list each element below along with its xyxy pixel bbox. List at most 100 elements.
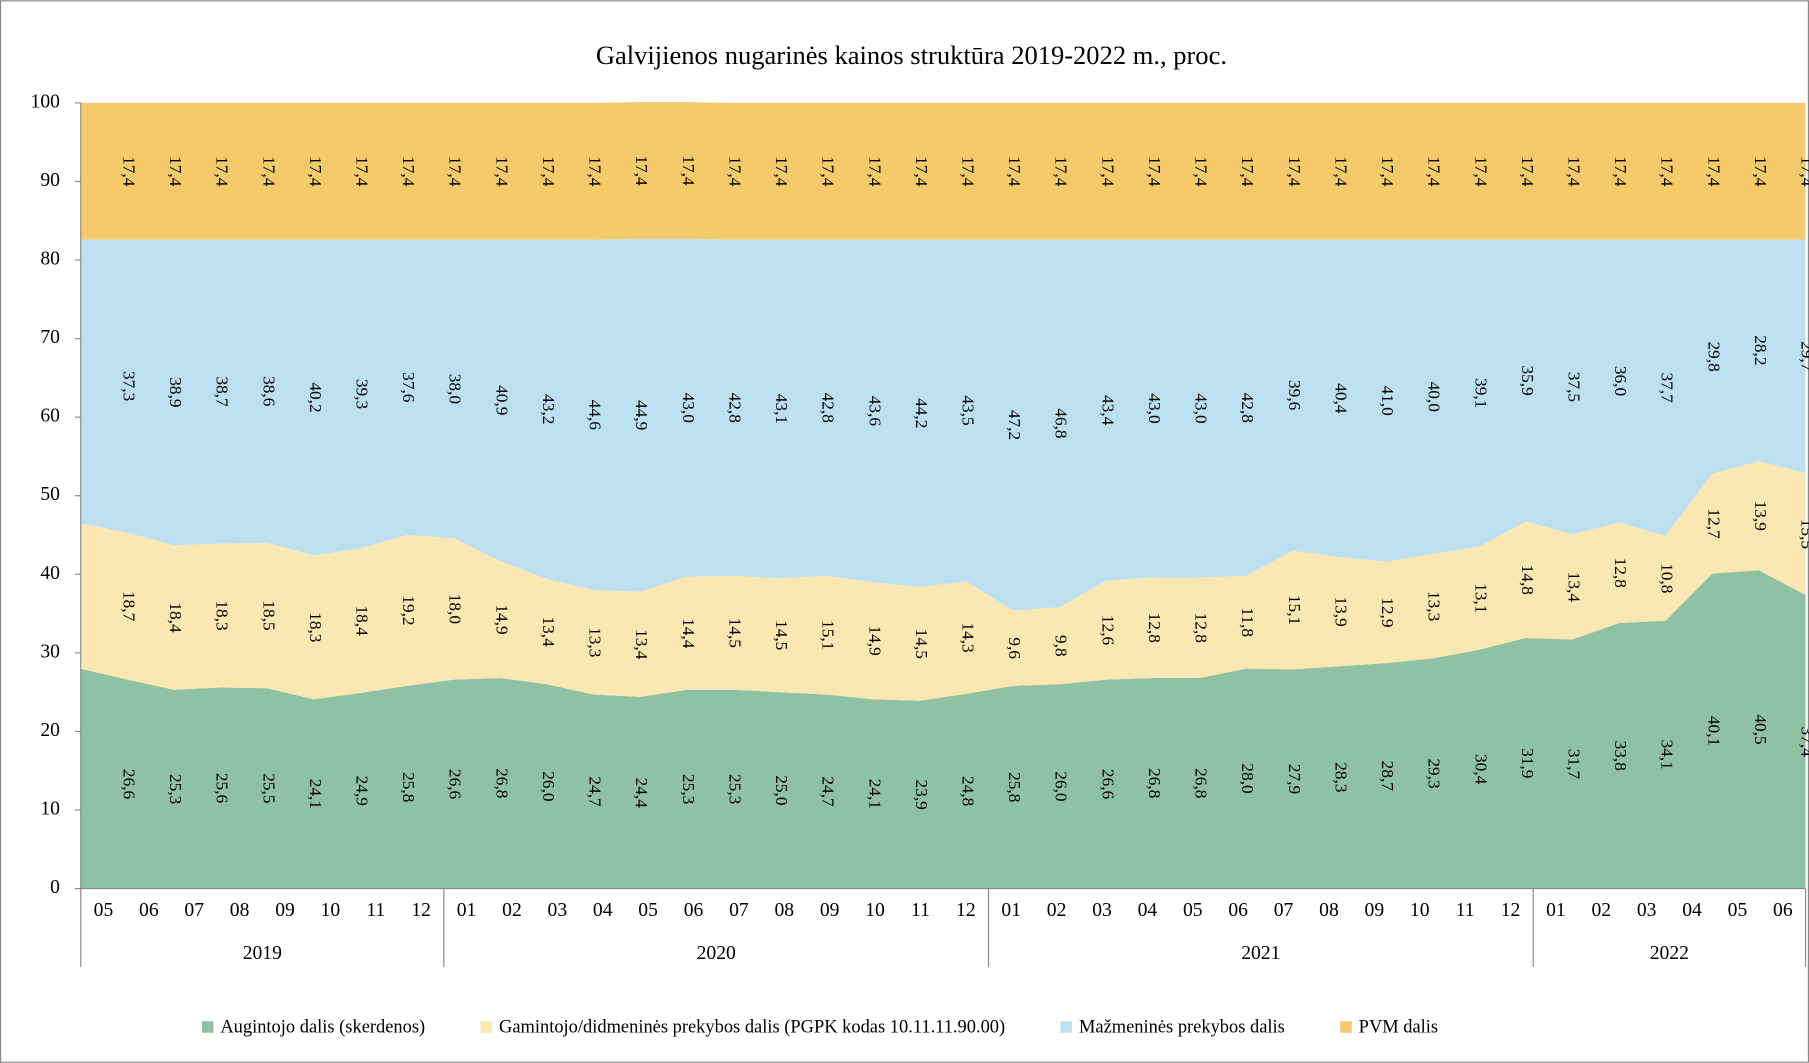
value-label: 13,3 (586, 627, 605, 657)
value-label: 39,1 (1471, 378, 1490, 408)
value-label: 44,6 (586, 400, 605, 431)
value-label: 33,8 (1611, 741, 1630, 771)
value-label: 46,8 (1052, 408, 1071, 438)
value-label: 47,2 (1005, 410, 1024, 440)
value-label: 25,6 (213, 773, 232, 804)
legend-swatch (1060, 1021, 1073, 1033)
value-label: 43,0 (679, 393, 698, 423)
value-label: 25,3 (679, 774, 698, 804)
value-label: 17,4 (1658, 156, 1677, 187)
x-tick-label: 07 (1274, 900, 1294, 921)
value-label: 43,2 (539, 394, 558, 424)
value-label: 18,0 (446, 594, 465, 624)
value-label: 17,4 (1005, 156, 1024, 187)
value-label: 17,4 (446, 156, 465, 187)
value-label: 28,0 (1238, 763, 1257, 793)
value-label: 17,4 (1145, 156, 1164, 187)
value-label: 38,9 (166, 377, 185, 407)
y-tick-label: 60 (40, 406, 60, 427)
value-label: 42,8 (1238, 393, 1257, 423)
y-tick-label: 20 (40, 720, 60, 741)
value-label: 13,9 (1751, 501, 1770, 531)
legend-swatch (480, 1021, 493, 1033)
value-label: 26,6 (446, 769, 465, 800)
value-label: 17,4 (213, 156, 232, 187)
value-label: 19,2 (399, 595, 418, 625)
value-label: 17,4 (586, 156, 605, 187)
x-tick-label: 01 (1001, 900, 1021, 921)
x-tick-label: 01 (1546, 900, 1566, 921)
value-label: 43,0 (1145, 393, 1164, 423)
value-label: 17,4 (259, 156, 278, 187)
value-label: 13,3 (1425, 591, 1444, 621)
value-label: 12,8 (1192, 613, 1211, 643)
value-label: 14,5 (725, 618, 744, 648)
value-label: 17,4 (539, 156, 558, 187)
x-tick-label: 09 (1365, 900, 1385, 921)
value-label: 17,4 (306, 156, 325, 187)
value-label: 24,1 (865, 779, 884, 809)
value-label: 24,4 (632, 778, 651, 809)
x-tick-label: 09 (275, 900, 295, 921)
x-tick-label: 11 (911, 900, 930, 921)
value-label: 31,9 (1518, 748, 1537, 778)
value-label: 24,1 (306, 779, 325, 809)
value-label: 12,8 (1145, 613, 1164, 643)
value-label: 13,4 (539, 617, 558, 648)
year-label: 2020 (697, 943, 736, 964)
x-tick-label: 01 (457, 900, 477, 921)
value-label: 40,0 (1425, 382, 1444, 412)
value-label: 17,4 (865, 156, 884, 187)
x-tick-label: 05 (638, 900, 658, 921)
x-tick-label: 04 (1138, 900, 1158, 921)
value-label: 17,4 (1751, 156, 1770, 187)
value-label: 14,4 (679, 618, 698, 649)
y-tick-label: 80 (40, 249, 60, 270)
x-tick-label: 12 (1501, 900, 1521, 921)
value-label: 17,4 (1285, 156, 1304, 187)
value-label: 17,4 (166, 156, 185, 187)
value-label: 17,4 (958, 156, 977, 187)
value-label: 37,5 (1564, 372, 1583, 402)
value-label: 43,0 (1192, 393, 1211, 423)
value-label: 25,0 (772, 775, 791, 805)
legend-label: Mažmeninės prekybos dalis (1079, 1016, 1285, 1036)
value-label: 29,7 (1798, 341, 1809, 372)
value-label: 9,8 (1052, 635, 1071, 657)
value-label: 25,5 (259, 773, 278, 803)
value-label: 29,3 (1425, 758, 1444, 788)
x-tick-label: 12 (956, 900, 976, 921)
value-label: 13,4 (1564, 572, 1583, 603)
x-tick-label: 04 (593, 900, 613, 921)
value-label: 17,4 (352, 156, 371, 187)
x-tick-label: 05 (1183, 900, 1203, 921)
value-label: 44,2 (912, 398, 931, 428)
value-label: 23,9 (912, 780, 931, 810)
value-label: 37,7 (1658, 373, 1677, 404)
value-label: 12,6 (1098, 615, 1117, 646)
value-label: 40,2 (306, 382, 325, 412)
value-label: 34,1 (1658, 739, 1677, 769)
value-label: 17,4 (1798, 156, 1809, 187)
x-tick-label: 03 (1637, 900, 1657, 921)
x-tick-label: 07 (184, 900, 204, 921)
value-label: 25,8 (399, 772, 418, 802)
value-label: 18,7 (119, 591, 138, 622)
value-label: 26,6 (1098, 769, 1117, 800)
value-label: 13,1 (1471, 583, 1490, 613)
value-label: 43,5 (958, 395, 977, 425)
x-tick-label: 07 (729, 900, 749, 921)
value-label: 17,4 (725, 156, 744, 187)
x-tick-label: 05 (94, 900, 114, 921)
x-tick-label: 02 (1591, 900, 1611, 921)
value-label: 9,6 (1005, 637, 1024, 659)
y-tick-label: 90 (40, 170, 60, 191)
x-tick-label: 09 (820, 900, 840, 921)
value-label: 17,4 (1564, 156, 1583, 187)
value-label: 17,4 (772, 156, 791, 187)
value-label: 17,4 (1192, 156, 1211, 187)
legend-swatch (201, 1021, 214, 1033)
value-label: 14,5 (772, 620, 791, 650)
